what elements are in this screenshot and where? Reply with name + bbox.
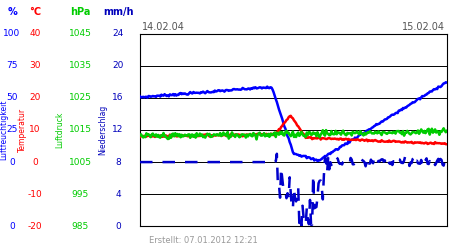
Text: 995: 995 [72,190,89,199]
Text: 100: 100 [4,29,21,38]
Text: mm/h: mm/h [103,7,133,17]
Text: 8: 8 [115,158,121,166]
Text: 0: 0 [32,158,38,166]
Text: 0: 0 [9,222,15,231]
Text: 20: 20 [29,94,40,102]
Text: 14.02.04: 14.02.04 [142,22,185,32]
Text: 24: 24 [112,29,124,38]
Text: -10: -10 [27,190,42,199]
Text: Temperatur: Temperatur [18,108,27,152]
Text: Niederschlag: Niederschlag [99,105,108,155]
Text: 10: 10 [29,126,41,134]
Text: 985: 985 [72,222,89,231]
Text: 1025: 1025 [68,94,91,102]
Text: Luftdruck: Luftdruck [55,112,64,148]
Text: 30: 30 [29,61,41,70]
Text: 1045: 1045 [68,29,91,38]
Text: 15.02.04: 15.02.04 [401,22,445,32]
Text: Luftfeuchtigkeit: Luftfeuchtigkeit [0,100,9,160]
Text: -20: -20 [28,222,42,231]
Text: 0: 0 [9,158,15,166]
Text: 25: 25 [6,126,18,134]
Text: 1035: 1035 [68,61,91,70]
Text: 1005: 1005 [68,158,91,166]
Text: 16: 16 [112,94,124,102]
Text: 0: 0 [115,222,121,231]
Text: 75: 75 [6,61,18,70]
Text: 1015: 1015 [68,126,91,134]
Text: 40: 40 [29,29,40,38]
Text: Erstellt: 07.01.2012 12:21: Erstellt: 07.01.2012 12:21 [149,236,258,245]
Text: %: % [7,7,17,17]
Text: hPa: hPa [70,7,90,17]
Text: 50: 50 [6,94,18,102]
Text: °C: °C [29,7,41,17]
Text: 12: 12 [112,126,124,134]
Text: 20: 20 [112,61,124,70]
Text: 4: 4 [115,190,121,199]
